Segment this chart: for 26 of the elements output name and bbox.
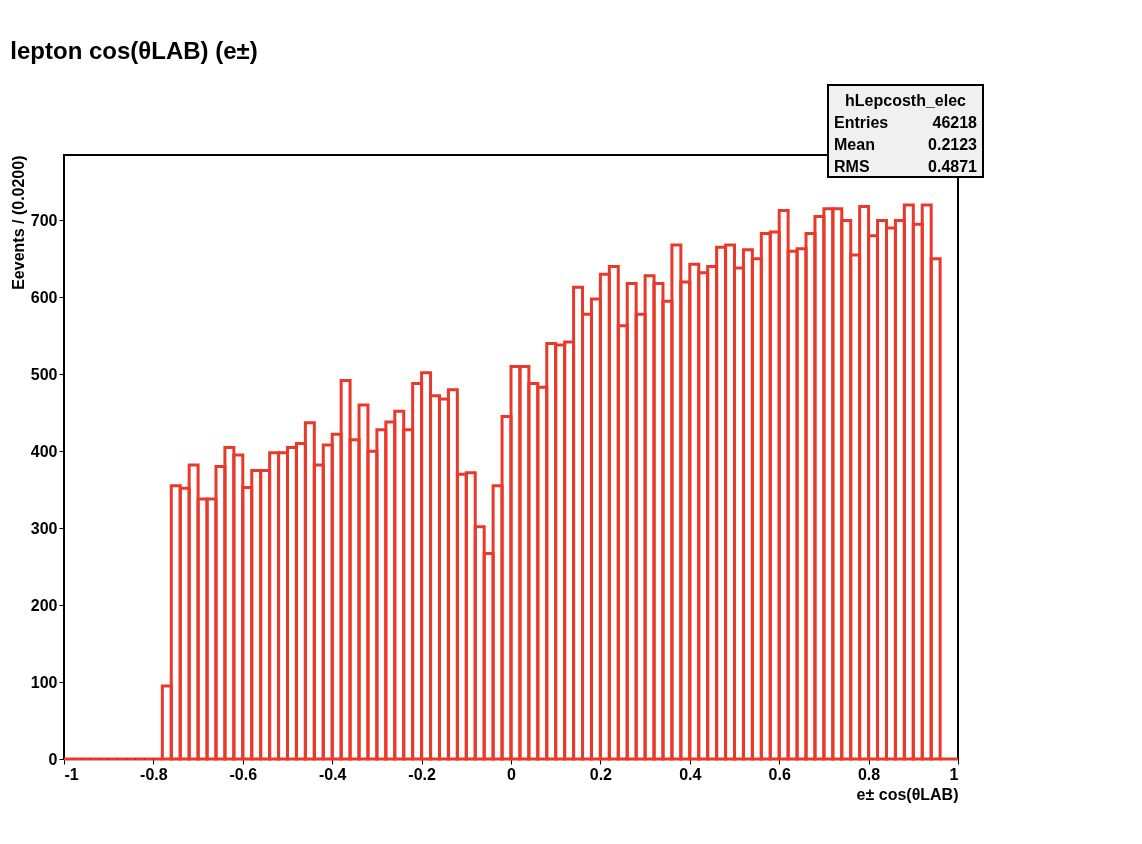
y-tick-label: 600 [30,288,58,306]
y-tick-label: 300 [30,519,58,537]
text: Entries 46218 [834,114,977,131]
x-tick-label: -1 [64,765,79,783]
x-tick-label: -0.4 [318,765,347,783]
y-tick-label: 200 [30,596,58,614]
x-tick-label: 0.8 [857,765,881,783]
chart-title: lepton cos(θLAB) (e±) [10,37,258,64]
x-tick-label: -0.2 [408,765,436,783]
y-tick-label: 0 [48,750,58,768]
text: RMS 0.4871 [834,158,977,175]
text: Mean 0.2123 [834,136,977,153]
x-tick-label: 0.6 [768,765,791,783]
x-tick-label: 0.4 [679,765,702,783]
text: hLepcosth_elec [845,92,967,109]
y-tick-label: 100 [30,673,58,691]
x-tick-label: -0.8 [140,765,168,783]
y-tick-label: 500 [30,365,58,383]
x-tick-label: 0.2 [589,765,613,783]
x-tick-label: 1 [949,765,959,783]
y-axis-title: Eevents / (0.0200) [9,155,27,290]
y-tick-label: 700 [30,211,58,229]
x-tick-label: -0.6 [229,765,258,783]
x-tick-label: 0 [507,765,517,783]
x-axis-title: e± cos(θLAB) [856,785,959,803]
y-tick-label: 400 [30,442,58,460]
